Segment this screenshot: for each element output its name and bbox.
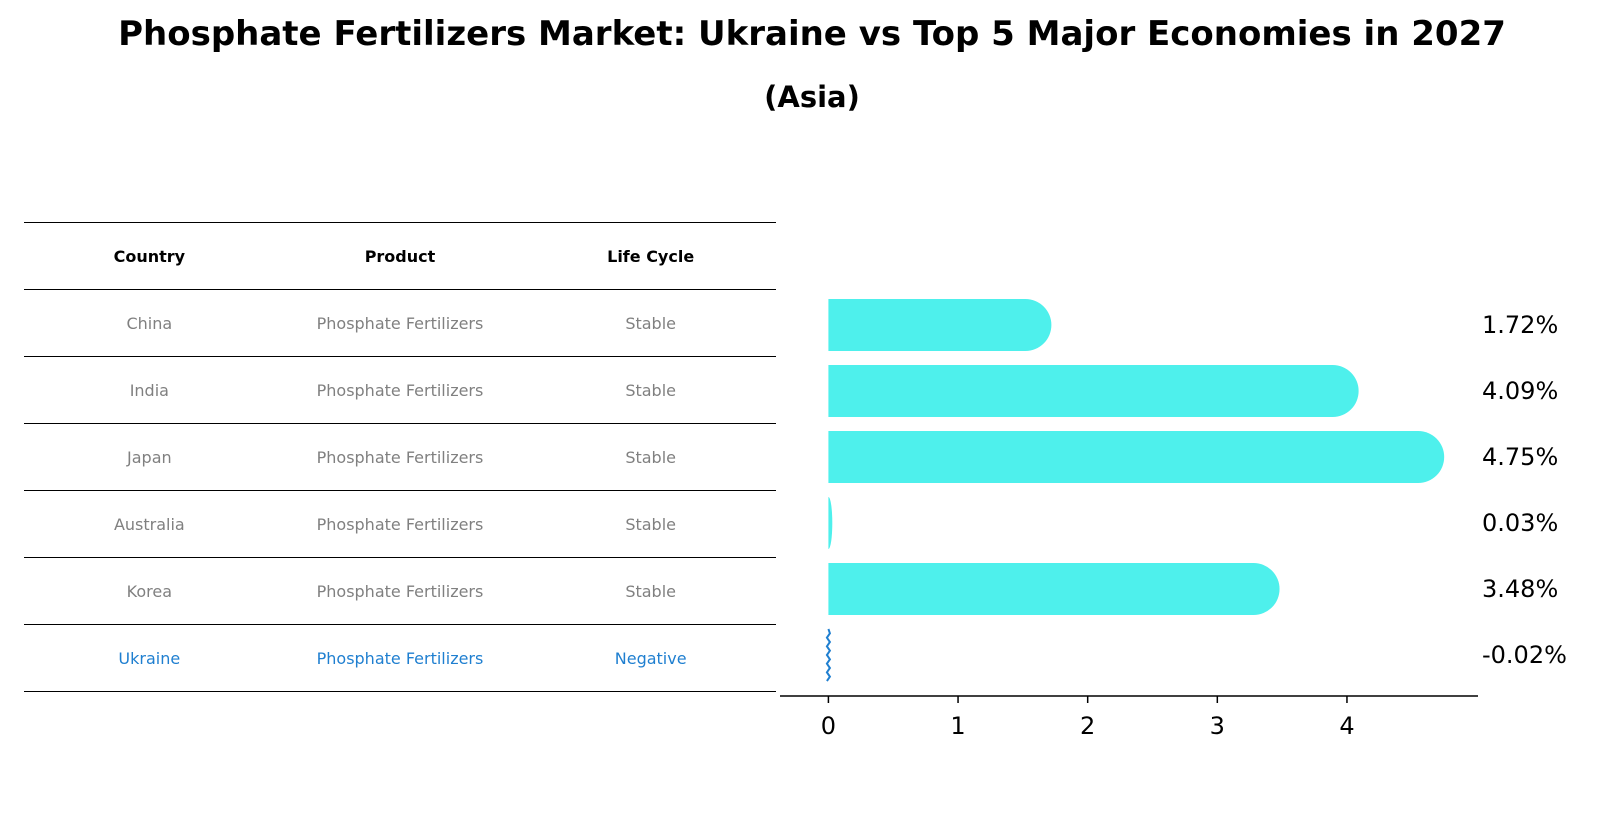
cell-country: Australia <box>24 490 275 558</box>
x-tick-label: 3 <box>1210 712 1225 740</box>
cell-country: Korea <box>24 557 275 625</box>
x-tick-label: 2 <box>1080 712 1095 740</box>
x-tick-label: 0 <box>821 712 836 740</box>
chart-subtitle: (Asia) <box>764 80 860 114</box>
cell-product: Phosphate Fertilizers <box>274 624 526 692</box>
cell-life-cycle: Stable <box>525 423 776 491</box>
cell-life-cycle: Stable <box>525 356 776 424</box>
bar-chart: 1.72% 4.09% 4.75% 0.03% 3.48% -0.02% 0 1 2 3 4 <box>780 299 1567 740</box>
chart-title: Phosphate Fertilizers Market: Ukraine vs… <box>118 14 1506 54</box>
bar-india <box>828 365 1359 417</box>
cell-life-cycle: Stable <box>525 490 776 558</box>
x-tick-label: 1 <box>950 712 965 740</box>
header-product: Product <box>274 222 526 290</box>
cell-product: Phosphate Fertilizers <box>274 490 526 558</box>
cell-life-cycle: Stable <box>525 289 776 357</box>
data-table: Country Product Life Cycle China Phospha… <box>24 222 776 692</box>
header-country: Country <box>24 222 275 290</box>
bar-china <box>828 299 1052 351</box>
cell-product: Phosphate Fertilizers <box>274 289 526 357</box>
cell-country: China <box>24 289 275 357</box>
cell-country: Japan <box>24 423 275 491</box>
table-row: India Phosphate Fertilizers Stable <box>24 356 776 424</box>
cell-country: Ukraine <box>24 624 275 692</box>
value-label-ukraine: -0.02% <box>1482 641 1567 669</box>
table-row: Australia Phosphate Fertilizers Stable <box>24 490 776 558</box>
table-row: Korea Phosphate Fertilizers Stable <box>24 557 776 625</box>
value-label-china: 1.72% <box>1482 311 1558 339</box>
header-life-cycle: Life Cycle <box>525 222 776 290</box>
value-label-australia: 0.03% <box>1482 509 1558 537</box>
table-row: Japan Phosphate Fertilizers Stable <box>24 423 776 491</box>
bar-korea <box>828 563 1280 615</box>
table-row: China Phosphate Fertilizers Stable <box>24 289 776 357</box>
cell-life-cycle: Stable <box>525 557 776 625</box>
cell-product: Phosphate Fertilizers <box>274 423 526 491</box>
bar-australia <box>828 497 833 549</box>
table-row-highlight: Ukraine Phosphate Fertilizers Negative <box>24 624 776 692</box>
value-label-korea: 3.48% <box>1482 575 1558 603</box>
cell-product: Phosphate Fertilizers <box>274 557 526 625</box>
x-tick-label: 4 <box>1339 712 1354 740</box>
value-label-india: 4.09% <box>1482 377 1558 405</box>
cell-country: India <box>24 356 275 424</box>
value-label-japan: 4.75% <box>1482 443 1558 471</box>
bar-ukraine <box>825 628 832 682</box>
cell-life-cycle: Negative <box>525 624 776 692</box>
cell-product: Phosphate Fertilizers <box>274 356 526 424</box>
table-header-row: Country Product Life Cycle <box>24 222 776 290</box>
bar-japan <box>828 431 1445 483</box>
